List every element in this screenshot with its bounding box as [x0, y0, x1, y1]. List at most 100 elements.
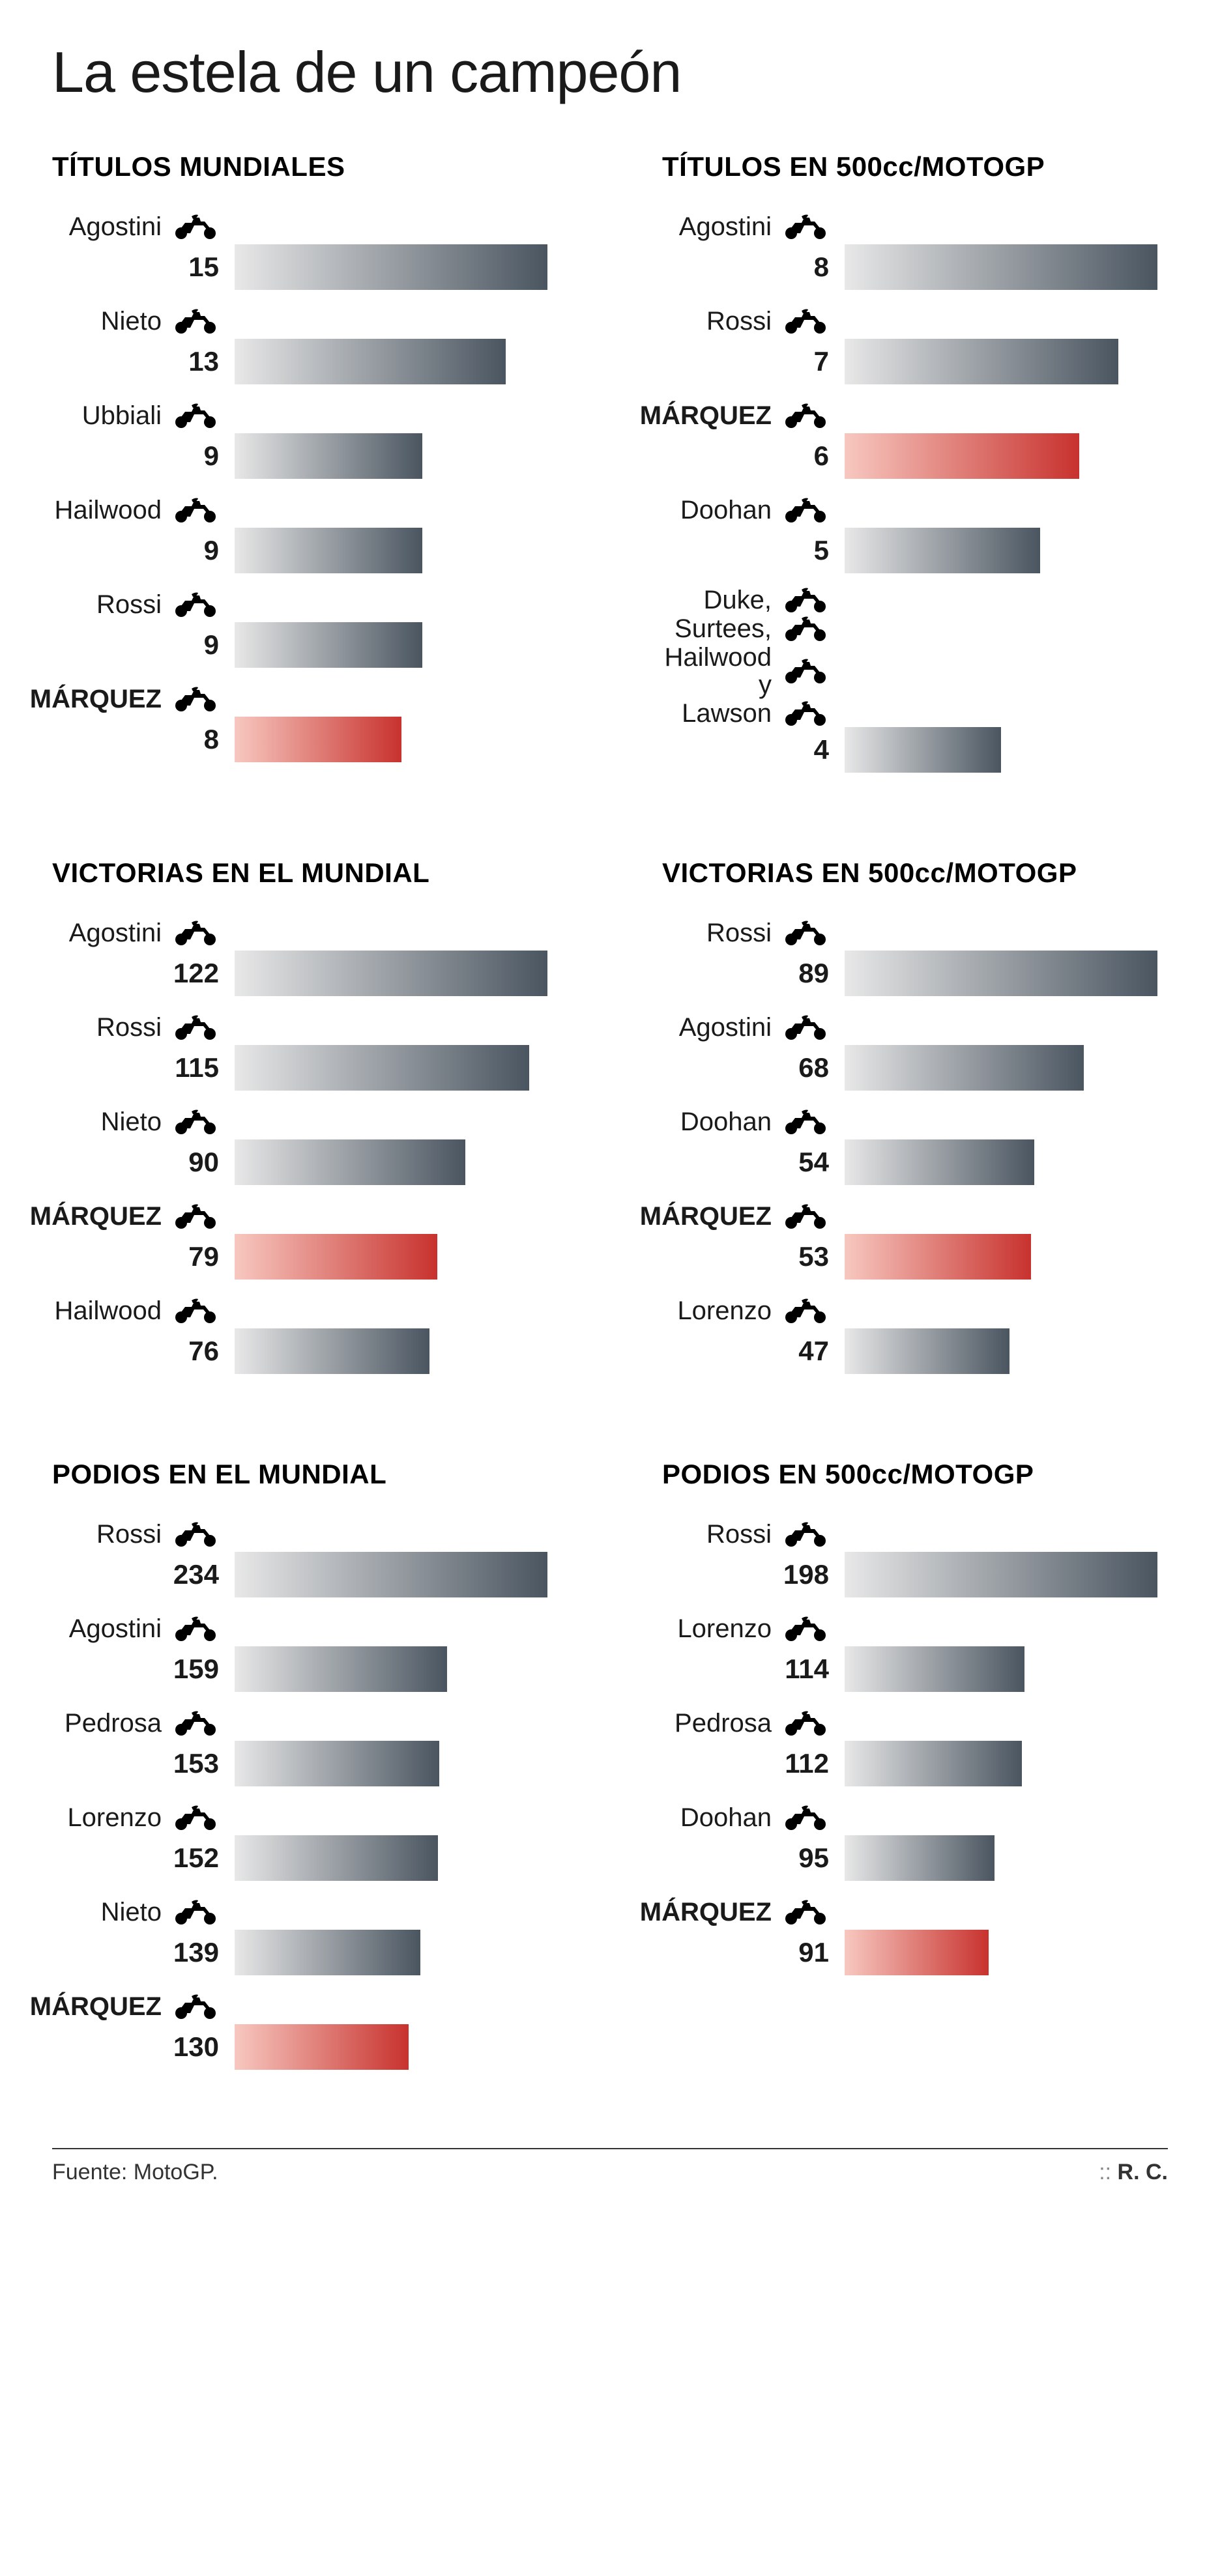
rider-name: Nieto: [101, 1898, 162, 1926]
chart-row: Doohan 5: [662, 492, 1168, 573]
rider-value: 90: [188, 1147, 219, 1178]
rider-value: 5: [814, 535, 829, 566]
label-col: Lorenzo 114: [662, 1610, 845, 1692]
bar: [235, 1139, 465, 1185]
chart-title: PODIOS EN 500cc/MOTOGP: [662, 1459, 1168, 1490]
chart-row: Pedrosa 153: [52, 1705, 558, 1786]
footer-credit: :: R. C.: [1099, 2160, 1168, 2185]
label-col: MÁRQUEZ 79: [52, 1198, 235, 1280]
chart-row: Doohan 95: [662, 1799, 1168, 1881]
chart-title: VICTORIAS EN EL MUNDIAL: [52, 857, 558, 889]
chart-row: Rossi 9: [52, 586, 558, 668]
chart-row: MÁRQUEZ 6: [662, 397, 1168, 479]
motorcycle-icon: [172, 592, 219, 618]
rider-name: Lorenzo: [67, 1804, 162, 1831]
footer-source: Fuente: MotoGP.: [52, 2160, 218, 2185]
rider-name: Doohan: [680, 496, 772, 524]
chart-row: Nieto 13: [52, 303, 558, 384]
chart-row: Hailwood 76: [52, 1293, 558, 1374]
bar: [235, 1328, 429, 1374]
rider-value: 53: [798, 1241, 829, 1272]
rider-value: 76: [188, 1336, 219, 1367]
chart-row: Agostini 122: [52, 915, 558, 996]
rider-value: 112: [785, 1748, 829, 1779]
label-col: Agostini 122: [52, 915, 235, 996]
bar: [235, 622, 422, 668]
label-col: Rossi 9: [52, 586, 235, 668]
rider-value: 8: [204, 724, 219, 755]
label-col: MÁRQUEZ 8: [52, 681, 235, 762]
bar: [845, 1139, 1034, 1185]
rider-name: Nieto: [101, 308, 162, 335]
motorcycle-icon: [172, 920, 219, 946]
rider-value: 7: [814, 346, 829, 377]
rider-value: 89: [798, 958, 829, 989]
motorcycle-icon: [782, 1616, 829, 1642]
motorcycle-icon: [782, 1014, 829, 1040]
label-col: MÁRQUEZ 130: [52, 1988, 235, 2070]
rider-name: Rossi: [96, 1521, 162, 1548]
motorcycle-icon: [172, 1710, 219, 1736]
rider-value: 15: [188, 251, 219, 283]
label-col: Rossi 115: [52, 1009, 235, 1091]
label-col: Pedrosa 153: [52, 1705, 235, 1786]
bar: [845, 1741, 1022, 1786]
rider-name: Duke,: [704, 586, 772, 614]
chart-row: MÁRQUEZ 79: [52, 1198, 558, 1280]
bar: [235, 339, 506, 384]
motorcycle-icon: [172, 1521, 219, 1547]
label-col: MÁRQUEZ 6: [662, 397, 845, 479]
rider-name: Rossi: [96, 591, 162, 618]
rider-name: Nieto: [101, 1108, 162, 1136]
label-col: Rossi 198: [662, 1516, 845, 1597]
bar-highlight: [845, 1234, 1031, 1280]
motorcycle-icon: [782, 658, 829, 684]
rider-name: Agostini: [69, 1615, 162, 1642]
bar: [235, 433, 422, 479]
chart-row: Duke, Surtees, Hailwood y Lawson 4: [662, 586, 1168, 773]
rider-value: 198: [783, 1559, 829, 1590]
chart-row: Ubbiali 9: [52, 397, 558, 479]
motorcycle-icon: [172, 1805, 219, 1831]
label-col: Agostini 159: [52, 1610, 235, 1692]
label-col: Nieto 90: [52, 1104, 235, 1185]
chart-row: Rossi 115: [52, 1009, 558, 1091]
chart-row: MÁRQUEZ 91: [662, 1894, 1168, 1975]
bar: [845, 951, 1157, 996]
rider-name: Lorenzo: [677, 1297, 772, 1324]
motorcycle-icon: [782, 1298, 829, 1324]
motorcycle-icon: [782, 497, 829, 523]
label-col: MÁRQUEZ 91: [662, 1894, 845, 1975]
label-col: Doohan 54: [662, 1104, 845, 1185]
motorcycle-icon: [172, 497, 219, 523]
rider-name: Ubbiali: [82, 402, 162, 429]
chart-row: Hailwood 9: [52, 492, 558, 573]
bar: [235, 1045, 529, 1091]
label-col: Agostini 68: [662, 1009, 845, 1091]
label-col: Nieto 13: [52, 303, 235, 384]
chart-row: Lorenzo 47: [662, 1293, 1168, 1374]
rider-name: Rossi: [96, 1014, 162, 1041]
rider-value: 153: [173, 1748, 219, 1779]
chart-title: PODIOS EN EL MUNDIAL: [52, 1459, 558, 1490]
label-col: Doohan 5: [662, 492, 845, 573]
label-col: MÁRQUEZ 53: [662, 1198, 845, 1280]
bar: [845, 1646, 1024, 1692]
motorcycle-icon: [782, 308, 829, 334]
chart-row: Agostini 15: [52, 208, 558, 290]
motorcycle-icon: [172, 1899, 219, 1925]
footer: Fuente: MotoGP. :: R. C.: [52, 2148, 1168, 2185]
motorcycle-icon: [172, 1014, 219, 1040]
rider-value: 159: [173, 1653, 219, 1685]
label-col: Ubbiali 9: [52, 397, 235, 479]
bar-highlight: [235, 2024, 409, 2070]
bar: [845, 1328, 1009, 1374]
label-col: Doohan 95: [662, 1799, 845, 1881]
rider-name: Agostini: [69, 919, 162, 947]
rider-name: Agostini: [679, 213, 772, 240]
motorcycle-icon: [782, 214, 829, 240]
rider-name: Surtees,: [675, 615, 772, 642]
chart-row: Rossi 234: [52, 1516, 558, 1597]
rider-value: 47: [798, 1336, 829, 1367]
rider-name: Lawson: [682, 700, 772, 727]
